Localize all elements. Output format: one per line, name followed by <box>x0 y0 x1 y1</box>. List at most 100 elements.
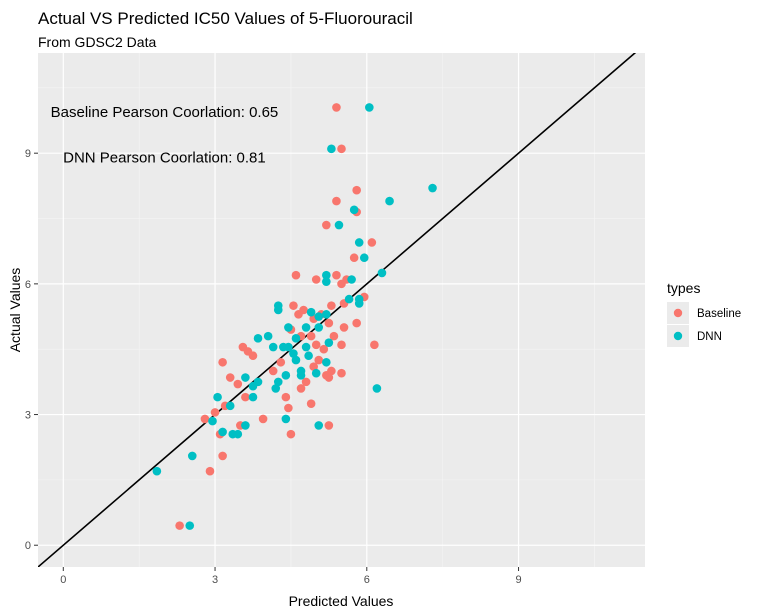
point-baseline <box>311 275 321 284</box>
point-dnn <box>359 253 369 263</box>
point-dnn <box>322 357 331 367</box>
point-baseline <box>296 384 306 393</box>
point-dnn <box>185 521 195 530</box>
legend-key-baseline <box>673 308 683 318</box>
legend-key-dnn <box>673 331 683 341</box>
annotation-baseline-pearson: Baseline Pearson Coorlation: 0.65 <box>51 104 279 121</box>
point-baseline <box>352 185 361 195</box>
point-baseline <box>289 301 298 310</box>
x-axis-label: Predicted Values <box>289 593 394 609</box>
point-dnn <box>213 392 222 402</box>
point-baseline <box>332 270 341 280</box>
point-baseline <box>218 451 227 461</box>
point-dnn <box>253 334 263 343</box>
y-tick-label: 3 <box>25 410 31 422</box>
point-baseline <box>314 355 324 365</box>
point-baseline <box>294 310 303 319</box>
point-dnn <box>377 268 387 278</box>
x-axis-ticks: 0 3 6 9 <box>60 567 522 586</box>
x-tick-label: 6 <box>364 574 370 586</box>
x-tick-label: 9 <box>515 574 521 586</box>
point-dnn <box>372 384 382 393</box>
plot-panel <box>38 53 645 567</box>
point-baseline <box>225 373 235 382</box>
point-dnn <box>284 342 293 352</box>
point-baseline <box>332 196 341 206</box>
point-baseline <box>276 357 286 367</box>
point-baseline <box>337 144 346 154</box>
point-baseline <box>367 238 377 247</box>
point-baseline <box>322 220 331 230</box>
point-baseline <box>337 340 346 350</box>
point-dnn <box>152 466 162 476</box>
point-dnn <box>349 205 359 215</box>
point-baseline <box>332 103 341 112</box>
point-dnn <box>241 373 250 382</box>
point-dnn <box>311 368 321 378</box>
point-dnn <box>354 238 364 247</box>
point-baseline <box>327 301 336 310</box>
point-baseline <box>233 379 243 389</box>
point-dnn <box>347 275 356 284</box>
point-dnn <box>291 355 301 365</box>
legend-label-dnn: DNN <box>697 331 722 343</box>
point-baseline <box>311 340 321 350</box>
point-dnn <box>284 323 293 332</box>
point-dnn <box>273 377 283 387</box>
point-dnn <box>344 294 354 304</box>
point-baseline <box>309 362 318 371</box>
y-axis-ticks: 0 3 6 9 <box>25 148 38 552</box>
point-baseline <box>286 429 296 439</box>
legend: types Baseline DNN <box>667 280 741 347</box>
point-dnn <box>322 310 331 319</box>
point-dnn <box>314 312 324 321</box>
point-dnn <box>291 334 301 343</box>
point-baseline <box>337 368 346 378</box>
chart-title: Actual VS Predicted IC50 Values of 5-Flu… <box>38 9 413 28</box>
point-baseline <box>324 318 334 328</box>
point-dnn <box>273 305 283 315</box>
point-dnn <box>428 183 437 193</box>
y-tick-label: 9 <box>25 148 31 160</box>
point-dnn <box>263 331 273 341</box>
annotation-dnn-pearson: DNN Pearson Coorlation: 0.81 <box>63 150 266 167</box>
point-baseline <box>268 366 278 376</box>
point-baseline <box>324 373 334 382</box>
point-baseline <box>281 392 291 402</box>
point-baseline <box>319 344 329 354</box>
point-dnn <box>187 451 197 461</box>
point-baseline <box>291 270 301 280</box>
point-dnn <box>281 371 291 380</box>
point-dnn <box>248 381 258 391</box>
point-baseline <box>349 253 359 263</box>
point-baseline <box>284 403 293 413</box>
y-axis-label: Actual Values <box>7 268 23 353</box>
point-baseline <box>337 279 346 289</box>
point-dnn <box>268 342 278 352</box>
point-baseline <box>241 392 250 402</box>
point-dnn <box>385 196 394 206</box>
y-tick-label: 0 <box>25 540 31 552</box>
point-baseline <box>218 357 227 367</box>
point-dnn <box>327 144 336 154</box>
chart-subtitle: From GDSC2 Data <box>38 34 156 50</box>
point-baseline <box>370 340 379 350</box>
point-baseline <box>210 408 220 417</box>
grid-major <box>38 53 645 567</box>
point-baseline <box>339 323 349 332</box>
legend-label-baseline: Baseline <box>697 308 741 320</box>
legend-title: types <box>667 280 700 296</box>
points-layer <box>152 103 437 530</box>
point-baseline <box>324 421 334 430</box>
point-dnn <box>314 421 324 430</box>
x-tick-label: 3 <box>212 574 218 586</box>
y-tick-label: 6 <box>25 279 31 291</box>
point-dnn <box>334 220 344 230</box>
point-baseline <box>306 399 316 408</box>
point-baseline <box>200 414 210 424</box>
point-dnn <box>241 421 250 430</box>
point-dnn <box>365 103 374 112</box>
point-baseline <box>329 331 339 341</box>
point-baseline <box>258 414 268 424</box>
